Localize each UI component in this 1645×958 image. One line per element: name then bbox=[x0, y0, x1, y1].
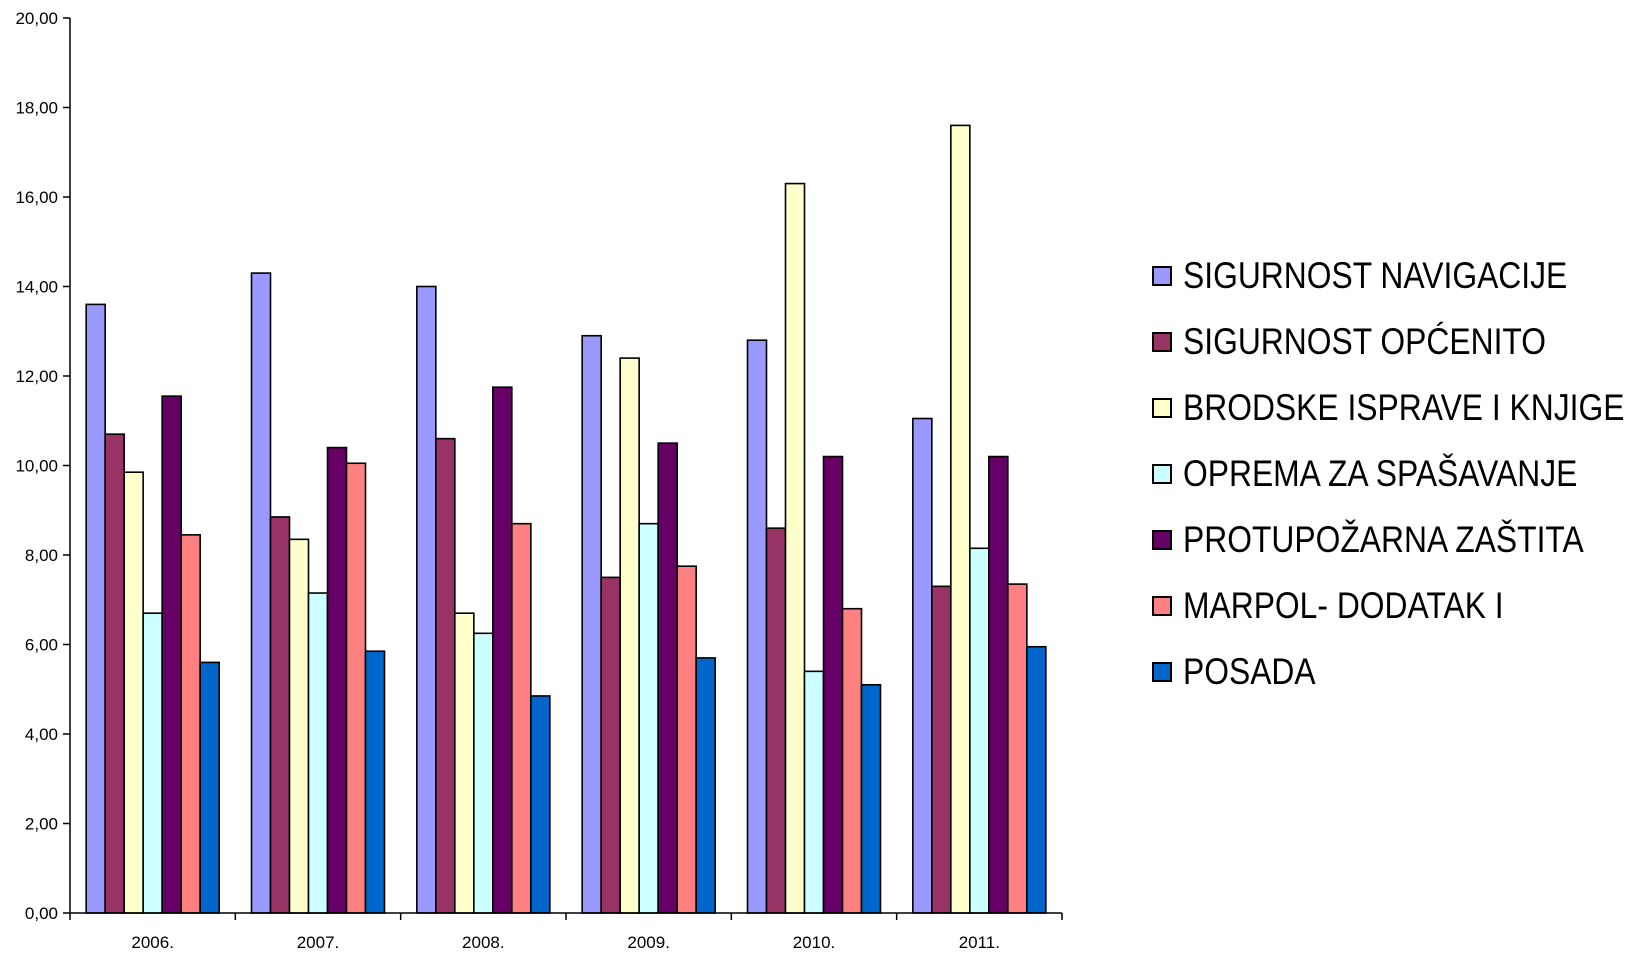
x-axis-ticks: 2006. 2007. 2008. 2009. 2010. 2011. bbox=[69, 913, 1063, 952]
legend-item: SIGURNOST OPĆENITO bbox=[1152, 309, 1645, 375]
bar bbox=[199, 661, 220, 914]
bar bbox=[250, 272, 272, 914]
legend-label: OPREMA ZA SPAŠAVANJE bbox=[1183, 453, 1578, 494]
legend-swatch bbox=[1152, 464, 1172, 484]
y-axis-ticks: 0,00 2,00 4,00 6,00 8,00 10,00 12,00 14,00 16,00… bbox=[15, 9, 70, 923]
legend-item: PROTUPOŽARNA ZAŠTITA bbox=[1152, 507, 1645, 573]
bar bbox=[1026, 645, 1047, 914]
legend-swatch bbox=[1152, 266, 1172, 286]
y-tick-label: 10,00 bbox=[15, 457, 58, 476]
legend-swatch bbox=[1152, 596, 1172, 616]
legend-label: MARPOL- DODATAK I bbox=[1183, 585, 1504, 626]
legend-swatch bbox=[1152, 530, 1172, 550]
legend-swatch bbox=[1152, 662, 1172, 682]
y-tick-label: 16,00 bbox=[15, 188, 58, 207]
bar bbox=[803, 670, 825, 914]
bar bbox=[454, 612, 475, 914]
bar bbox=[912, 417, 933, 914]
bar bbox=[307, 592, 329, 914]
legend-label: SIGURNOST OPĆENITO bbox=[1183, 321, 1547, 362]
bar-series bbox=[85, 124, 1047, 914]
bar bbox=[364, 650, 386, 914]
bar bbox=[345, 462, 367, 914]
legend-item: MARPOL- DODATAK I bbox=[1152, 573, 1645, 639]
x-tick-label: 2006. bbox=[131, 933, 174, 952]
y-tick-label: 8,00 bbox=[25, 546, 58, 565]
bar bbox=[581, 334, 602, 914]
bar bbox=[619, 357, 640, 914]
bar bbox=[822, 455, 844, 914]
bar bbox=[931, 585, 952, 914]
bar bbox=[492, 386, 513, 914]
bar bbox=[85, 303, 106, 914]
x-tick-label: 2009. bbox=[627, 933, 670, 952]
bar bbox=[657, 442, 678, 914]
y-tick-label: 14,00 bbox=[15, 278, 58, 297]
legend-swatch bbox=[1152, 398, 1172, 418]
chart-legend: SIGURNOST NAVIGACIJE SIGURNOST OPĆENITO … bbox=[1152, 243, 1645, 705]
y-tick-label: 0,00 bbox=[25, 904, 58, 923]
bar bbox=[142, 612, 163, 914]
legend-swatch bbox=[1152, 332, 1172, 352]
bar bbox=[841, 607, 863, 914]
bar bbox=[288, 538, 310, 914]
bar bbox=[269, 516, 291, 914]
bar bbox=[988, 455, 1009, 914]
legend-label: SIGURNOST NAVIGACIJE bbox=[1183, 255, 1568, 296]
bar bbox=[695, 657, 716, 914]
y-tick-label: 20,00 bbox=[15, 9, 58, 28]
bar bbox=[511, 522, 532, 914]
bar bbox=[860, 683, 882, 914]
bar bbox=[676, 565, 697, 914]
y-tick-label: 6,00 bbox=[25, 636, 58, 655]
y-tick-label: 12,00 bbox=[15, 367, 58, 386]
y-tick-label: 2,00 bbox=[25, 815, 58, 834]
y-tick-label: 4,00 bbox=[25, 725, 58, 744]
bar bbox=[180, 534, 201, 914]
y-tick-label: 18,00 bbox=[15, 99, 58, 118]
bar bbox=[161, 395, 182, 914]
bar bbox=[326, 446, 348, 914]
bar bbox=[104, 433, 125, 914]
x-tick-label: 2010. bbox=[793, 933, 836, 952]
x-tick-label: 2008. bbox=[462, 933, 505, 952]
bar bbox=[765, 527, 787, 914]
legend-item: OPREMA ZA SPAŠAVANJE bbox=[1152, 441, 1645, 507]
legend-label: POSADA bbox=[1183, 651, 1316, 692]
bar bbox=[784, 182, 806, 914]
legend-label: PROTUPOŽARNA ZAŠTITA bbox=[1183, 519, 1584, 560]
bar bbox=[1007, 583, 1028, 914]
legend-item: POSADA bbox=[1152, 639, 1645, 705]
x-tick-label: 2007. bbox=[297, 933, 340, 952]
bar bbox=[435, 437, 456, 914]
bar bbox=[600, 576, 621, 914]
legend-label: BRODSKE ISPRAVE I KNJIGE bbox=[1183, 387, 1625, 428]
bar bbox=[530, 695, 551, 914]
bar bbox=[638, 522, 659, 914]
bar bbox=[950, 124, 971, 914]
bar bbox=[416, 285, 437, 914]
legend-item: SIGURNOST NAVIGACIJE bbox=[1152, 243, 1645, 309]
bar bbox=[123, 471, 144, 914]
legend-item: BRODSKE ISPRAVE I KNJIGE bbox=[1152, 375, 1645, 441]
bar bbox=[473, 632, 494, 914]
x-tick-label: 2011. bbox=[959, 933, 1000, 952]
bar bbox=[969, 547, 990, 914]
bar bbox=[746, 339, 768, 914]
